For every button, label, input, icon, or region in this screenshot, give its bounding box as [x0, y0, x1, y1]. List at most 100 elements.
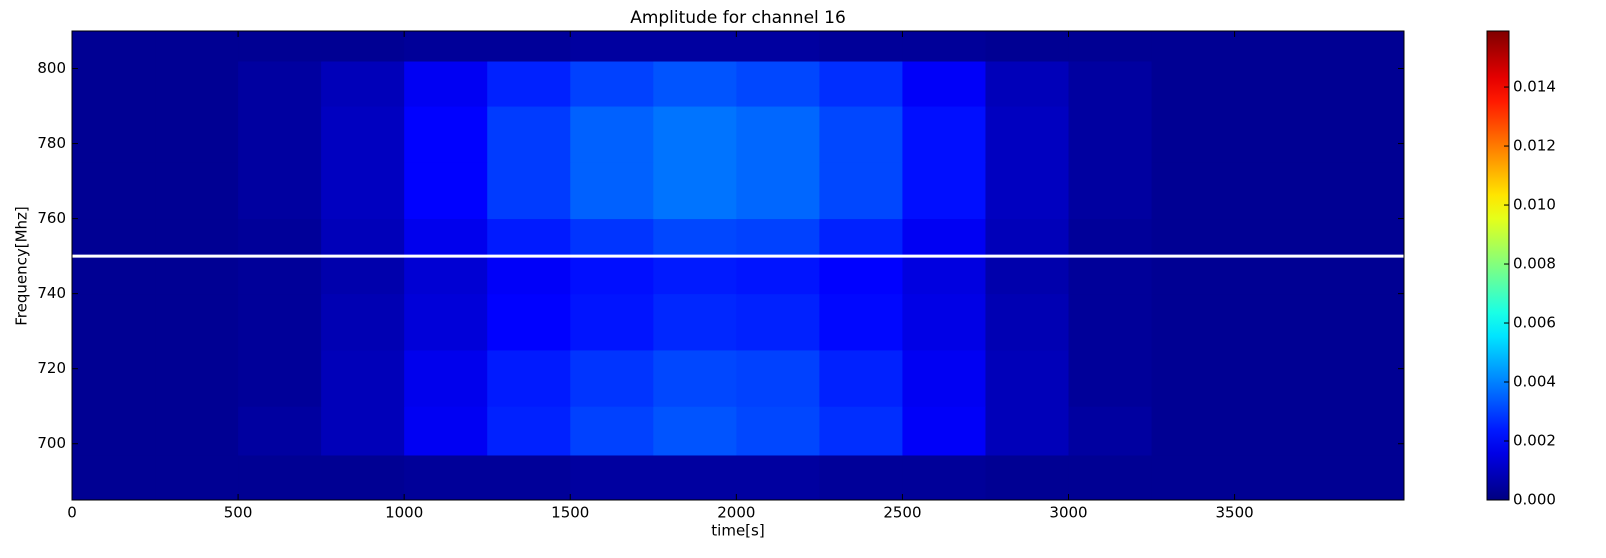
heatmap-cell	[736, 31, 820, 62]
heatmap-cell	[653, 349, 737, 407]
heatmap-cell	[1151, 162, 1236, 220]
heatmap-cell	[1068, 406, 1153, 456]
heatmap-cell	[1151, 31, 1236, 62]
heatmap-cell	[72, 349, 156, 407]
heatmap-cell	[1234, 256, 1319, 295]
heatmap-cell	[985, 406, 1070, 456]
heatmap-cell	[404, 293, 488, 351]
heatmap-cell	[1068, 61, 1153, 107]
heatmap-cell	[653, 406, 737, 456]
heatmap-cell	[238, 406, 322, 456]
colorbar	[1486, 30, 1510, 501]
heatmap-cell	[321, 256, 405, 295]
heatmap-cell	[653, 293, 737, 351]
colorbar-tick-label: 0.014	[1513, 78, 1556, 96]
heatmap-cell	[404, 256, 488, 295]
heatmap-cell	[985, 256, 1070, 295]
heatmap-cell	[736, 349, 820, 407]
colorbar-tick-label: 0.008	[1513, 255, 1556, 273]
heatmap-cell	[487, 218, 571, 257]
heatmap-cell	[985, 454, 1070, 501]
heatmap-cell	[487, 293, 571, 351]
heatmap-cell	[736, 162, 820, 220]
heatmap-cell	[487, 454, 571, 501]
heatmap-cell	[321, 349, 405, 407]
heatmap-cell	[487, 349, 571, 407]
heatmap-cell	[570, 293, 654, 351]
plot-frame	[71, 30, 1405, 501]
heatmap-cell	[902, 61, 986, 107]
heatmap-cell	[902, 218, 986, 257]
heatmap-cell	[570, 349, 654, 407]
heatmap-cell	[238, 31, 322, 62]
heatmap-cell	[72, 256, 156, 295]
heatmap-cell	[653, 256, 737, 295]
heatmap-cell	[902, 349, 986, 407]
heatmap-cell	[1317, 256, 1405, 295]
heatmap-cell	[819, 162, 903, 220]
heatmap-cell	[1234, 31, 1319, 62]
heatmap-cell	[1151, 256, 1236, 295]
x-tick-label: 3000	[1049, 504, 1087, 522]
heatmap-cell	[570, 218, 654, 257]
heatmap-cell	[819, 349, 903, 407]
heatmap-cell	[238, 349, 322, 407]
heatmap-cell	[736, 293, 820, 351]
heatmap-cell	[404, 106, 488, 163]
heatmap-cell	[985, 162, 1070, 220]
heatmap-cell	[1068, 349, 1153, 407]
heatmap-cell	[1234, 293, 1319, 351]
heatmap-cell	[487, 61, 571, 107]
heatmap-cell	[570, 61, 654, 107]
heatmap-cell	[1317, 218, 1405, 257]
heatmap-cell	[238, 61, 322, 107]
x-tick-label: 2500	[883, 504, 921, 522]
heatmap-cell	[1234, 454, 1319, 501]
heatmap-cell	[1068, 31, 1153, 62]
heatmap-cell	[985, 106, 1070, 163]
x-tick-label: 500	[224, 504, 253, 522]
heatmap-cell	[819, 454, 903, 501]
heatmap-cell	[1068, 106, 1153, 163]
heatmap-cell	[819, 61, 903, 107]
x-tick-label: 1500	[551, 504, 589, 522]
x-tick-label: 3500	[1215, 504, 1253, 522]
heatmap-cell	[155, 406, 239, 456]
heatmap-cell	[570, 406, 654, 456]
heatmap-cell	[72, 406, 156, 456]
heatmap-cell	[1234, 406, 1319, 456]
heatmap-cell	[72, 31, 156, 62]
heatmap-cell	[155, 61, 239, 107]
heatmap-cell	[404, 31, 488, 62]
heatmap-cell	[321, 106, 405, 163]
heatmap-cell	[985, 349, 1070, 407]
heatmap-cell	[321, 162, 405, 220]
colorbar-tick-label: 0.004	[1513, 373, 1556, 391]
heatmap-cell	[653, 61, 737, 107]
heatmap-cell	[321, 218, 405, 257]
heatmap-cell	[155, 218, 239, 257]
x-tick-label: 2000	[717, 504, 755, 522]
heatmap-cell	[902, 31, 986, 62]
colorbar-tick-label: 0.000	[1513, 491, 1556, 509]
heatmap-cell	[238, 293, 322, 351]
heatmap-cell	[487, 406, 571, 456]
heatmap-cell	[72, 293, 156, 351]
heatmap-cell	[902, 454, 986, 501]
heatmap-cell	[1234, 106, 1319, 163]
heatmap-cell	[1151, 349, 1236, 407]
heatmap-cell	[404, 349, 488, 407]
heatmap-cell	[1068, 454, 1153, 501]
heatmap-cell	[819, 218, 903, 257]
y-tick-label: 700	[37, 434, 66, 452]
heatmap-cell	[653, 218, 737, 257]
x-axis-label: time[s]	[711, 522, 764, 540]
colorbar-tick-label: 0.006	[1513, 314, 1556, 332]
heatmap-cell	[487, 162, 571, 220]
heatmap-cell	[155, 31, 239, 62]
heatmap-cell	[487, 256, 571, 295]
heatmap-cell	[72, 162, 156, 220]
heatmap-cell	[902, 106, 986, 163]
heatmap-cell	[155, 349, 239, 407]
